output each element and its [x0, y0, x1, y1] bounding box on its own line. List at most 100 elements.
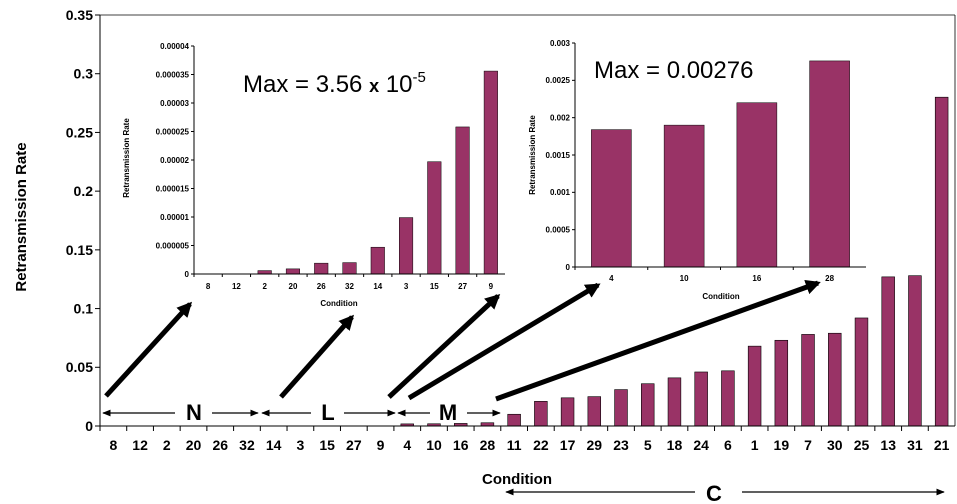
main-x-tick-label: 25 — [854, 437, 870, 453]
main-x-tick-label: 20 — [186, 437, 202, 453]
group-l-label: L — [321, 400, 334, 425]
inset-nl-y-tick-label: 0.00001 — [160, 213, 189, 222]
main-bar-5 — [641, 383, 655, 427]
main-x-tick-label: 18 — [667, 437, 683, 453]
inset-m-x-axis-title: Condition — [702, 292, 739, 301]
main-x-tick-label: 6 — [724, 437, 732, 453]
main-bar-25 — [854, 317, 869, 427]
main-x-tick-label: 15 — [319, 437, 335, 453]
inset-nl-x-ticks: 8 12 2 20 26 32 14 3 15 27 9 — [193, 274, 494, 291]
main-y-tick-label: 0.35 — [66, 7, 93, 23]
main-x-tick-label: 31 — [907, 437, 923, 453]
inset-m-bar-16 — [736, 102, 778, 268]
main-x-tick-label: 2 — [163, 437, 171, 453]
inset-m-y-tick-label: 0.003 — [550, 39, 571, 48]
inset-nl-bar-3 — [399, 217, 414, 275]
inset-nl-plot: Max = 3.56 x 10-5 Retransmission Rate Co… — [122, 42, 505, 308]
inset-nl-bar-15 — [427, 161, 442, 275]
inset-nl-max-label: Max = 3.56 x 10-5 — [243, 69, 426, 98]
inset-nl-y-ticks: 0 0.000005 0.00001 0.000015 0.00002 0.000025 0… — [156, 42, 194, 279]
main-x-tick-label: 7 — [804, 437, 812, 453]
arrow-group-m-to-inset — [407, 282, 601, 401]
main-x-tick-label: 4 — [403, 437, 411, 453]
inset-nl-x-axis-title: Condition — [320, 299, 357, 308]
inset-m-x-tick-label: 4 — [609, 274, 614, 283]
inset-m-bars — [591, 60, 850, 268]
inset-nl-x-tick-label: 8 — [206, 282, 211, 291]
main-y-tick-label: 0.2 — [74, 183, 94, 199]
main-x-tick-label: 27 — [346, 437, 362, 453]
inset-m-y-ticks: 0 0.0005 0.001 0.0015 0.002 0.0025 0.003 — [546, 39, 575, 272]
inset-nl-bar-9 — [483, 70, 498, 275]
main-bar-23 — [614, 389, 628, 427]
main-x-tick-label: 12 — [132, 437, 148, 453]
inset-nl-x-tick-label: 20 — [289, 282, 298, 291]
inset-nl-x-tick-label: 15 — [430, 282, 439, 291]
main-y-axis-title: Retransmission Rate — [13, 142, 30, 291]
main-bar-7 — [801, 334, 815, 427]
inset-nl-y-tick-label: 0.00004 — [160, 42, 189, 51]
main-x-tick-label: 17 — [560, 437, 576, 453]
inset-nl-x-tick-label: 14 — [373, 282, 382, 291]
main-bar-21 — [934, 96, 949, 427]
main-x-tick-label: 10 — [426, 437, 442, 453]
main-x-axis-title: Condition — [482, 471, 552, 488]
inset-m-x-tick-label: 28 — [825, 274, 834, 283]
callout-arrows — [104, 280, 821, 402]
inset-m-max-label: Max = 0.00276 — [594, 57, 753, 84]
main-bar-29 — [587, 396, 602, 427]
inset-m-y-axis-title: Retransmission Rate — [528, 115, 537, 195]
main-bar-17 — [560, 397, 575, 427]
main-x-tick-label: 30 — [827, 437, 843, 453]
main-x-tick-label: 8 — [109, 437, 117, 453]
inset-nl-x-tick-label: 12 — [232, 282, 241, 291]
main-x-tick-label: 1 — [751, 437, 759, 453]
inset-m-y-tick-label: 0.0025 — [546, 76, 571, 85]
inset-m-y-tick-label: 0.002 — [550, 113, 571, 122]
main-y-tick-label: 0.05 — [66, 359, 93, 375]
main-y-tick-label: 0.3 — [74, 66, 94, 82]
inset-m-bar-10 — [663, 124, 705, 268]
main-bar-22 — [534, 401, 548, 427]
inset-m-plot: Max = 0.00276 Retransmission Rate Condit… — [528, 39, 866, 301]
inset-m-bar-28 — [809, 60, 850, 268]
main-y-tick-label: 0.1 — [74, 300, 94, 316]
main-y-tick-label: 0 — [85, 418, 93, 434]
inset-nl-x-tick-label: 27 — [458, 282, 467, 291]
main-x-tick-label: 32 — [239, 437, 255, 453]
inset-m-y-tick-label: 0 — [566, 263, 571, 272]
inset-nl-y-axis-title: Retransmission Rate — [122, 118, 131, 198]
main-x-tick-label: 29 — [587, 437, 603, 453]
main-bar-13 — [881, 276, 895, 427]
main-x-tick-label: 24 — [693, 437, 709, 453]
main-bar-31 — [908, 275, 922, 427]
group-m-label: M — [439, 400, 457, 425]
main-x-tick-label: 19 — [774, 437, 790, 453]
inset-m-x-tick-label: 16 — [752, 274, 761, 283]
inset-nl-bar-14 — [370, 246, 385, 275]
main-x-tick-label: 13 — [880, 437, 896, 453]
inset-nl-y-tick-label: 0.000005 — [156, 241, 190, 250]
main-x-tick-label: 16 — [453, 437, 469, 453]
main-x-tick-label: 26 — [212, 437, 228, 453]
inset-m-x-ticks: 4 10 16 28 — [574, 267, 835, 283]
arrow-group-l-to-inset — [279, 314, 354, 399]
main-y-tick-label: 0.25 — [66, 124, 93, 140]
inset-nl-bar-32 — [342, 262, 357, 275]
main-bar-18 — [667, 377, 682, 427]
inset-nl-bar-2 — [257, 270, 272, 275]
main-bar-11 — [507, 413, 521, 427]
inset-nl-y-tick-label: 0 — [185, 270, 190, 279]
inset-nl-bar-20 — [285, 268, 300, 275]
main-y-ticks: 0 0.05 0.1 0.15 0.2 0.25 0.3 0.35 — [66, 7, 100, 434]
main-bar-1 — [747, 345, 762, 427]
group-c-label: C — [706, 481, 722, 504]
main-x-ticks: 8 12 2 20 26 32 14 3 15 27 9 4 10 16 28 11 22 17 29 23 5 18 24… — [99, 426, 950, 453]
main-bar-24 — [694, 371, 708, 427]
arrow-group-m-end-to-inset — [495, 280, 821, 402]
inset-m-x-tick-label: 10 — [680, 274, 689, 283]
inset-m-y-tick-label: 0.0015 — [546, 151, 571, 160]
main-x-tick-label: 28 — [480, 437, 496, 453]
main-x-tick-label: 11 — [507, 437, 522, 453]
